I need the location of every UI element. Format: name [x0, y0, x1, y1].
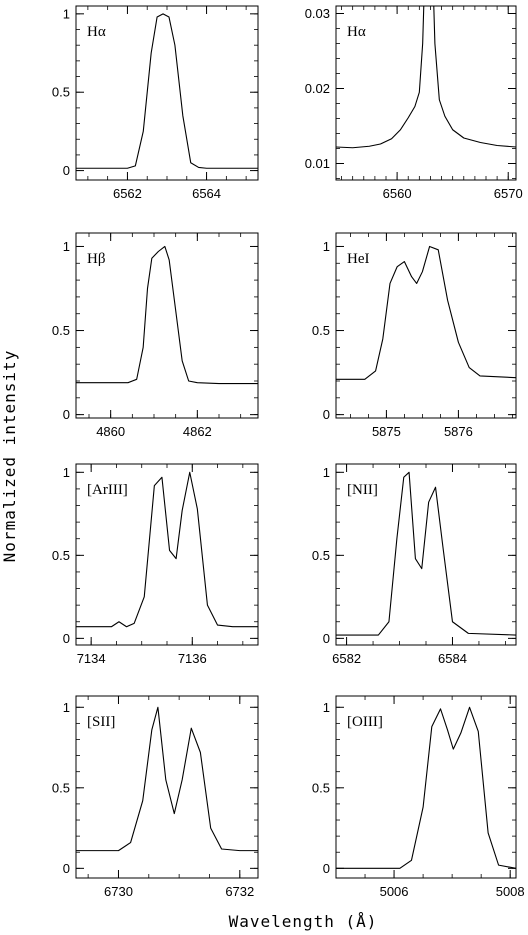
y-tick-label: 0.5: [52, 780, 70, 795]
panel-6: 6582 6584 0 0.5 1 [NII]: [312, 463, 517, 666]
y-tick-label: 0.01: [305, 156, 330, 171]
x-tick-label: 5008: [496, 884, 525, 899]
y-tick-label: 1: [63, 6, 70, 21]
figure-x-axis-label: Wavelength (Å): [229, 912, 378, 931]
y-tick-label: 1: [63, 239, 70, 254]
panel-label: Hα: [347, 24, 366, 40]
y-tick-label: 0: [323, 407, 330, 422]
x-tick-label: 4860: [96, 424, 125, 439]
x-tick-label: 6582: [332, 651, 361, 666]
y-tick-label: 0: [63, 861, 70, 876]
y-tick-label: 1: [63, 465, 70, 480]
y-tick-label: 0.5: [312, 780, 330, 795]
y-tick-label: 0.03: [305, 6, 330, 21]
panel-5: 7134 7136 0 0.5 1 [ArIII]: [52, 463, 259, 666]
spectrum-line: [336, 6, 516, 149]
y-tick-label: 0.5: [52, 548, 70, 563]
x-tick-label: 7136: [178, 651, 207, 666]
panel-7: 6730 6732 0 0.5 1 [SII]: [52, 695, 259, 899]
panel-2: 6560 6570 0.01 0.02 0.03 Hα: [305, 5, 523, 201]
panel-label: [SII]: [87, 714, 115, 730]
spectrum-line: [336, 245, 516, 380]
y-tick-label: 0: [323, 861, 330, 876]
y-tick-label: 0: [63, 631, 70, 646]
y-tick-label: 0.5: [52, 85, 70, 100]
x-tick-label: 6564: [192, 186, 221, 201]
x-tick-label: 6560: [383, 186, 412, 201]
spectrum-line: [336, 706, 516, 869]
y-tick-label: 0.5: [312, 323, 330, 338]
y-tick-label: 1: [323, 239, 330, 254]
x-tick-label: 6730: [104, 884, 133, 899]
panel-label: HeI: [347, 251, 370, 267]
panel-label: [OIII]: [347, 714, 383, 730]
spectrum-line: [76, 706, 258, 852]
spectrum-line: [76, 13, 258, 169]
panel-frame: [335, 695, 517, 879]
panel-label: [ArIII]: [87, 482, 128, 498]
y-tick-label: 1: [323, 465, 330, 480]
spectrum-line: [336, 471, 516, 636]
x-tick-label: 5876: [444, 424, 473, 439]
y-tick-label: 0.02: [305, 81, 330, 96]
x-tick-label: 6562: [113, 186, 142, 201]
x-tick-label: 4862: [183, 424, 212, 439]
x-tick-label: 5875: [372, 424, 401, 439]
panel-8: 5006 5008 0 0.5 1 [OIII]: [312, 695, 525, 899]
panel-frame: [335, 232, 517, 419]
x-tick-label: 6732: [225, 884, 254, 899]
y-tick-label: 0: [323, 631, 330, 646]
x-tick-label: 6584: [438, 651, 467, 666]
panel-label: Hα: [87, 24, 106, 40]
panel-label: [NII]: [347, 482, 378, 498]
panel-1: 6562 6564 0 0.5 1 Hα: [52, 5, 259, 201]
x-tick-label: 5006: [380, 884, 409, 899]
y-tick-label: 0.5: [52, 323, 70, 338]
spectrum-line: [76, 245, 258, 385]
y-tick-label: 1: [323, 700, 330, 715]
y-tick-label: 0: [63, 407, 70, 422]
x-tick-label: 7134: [77, 651, 106, 666]
panel-frame: [75, 232, 259, 419]
panel-3: 4860 4862 0 0.5 1 Hβ: [52, 232, 259, 439]
figure-y-axis-label: Normalized intensity: [0, 350, 19, 563]
panels-group: 6562 6564 0 0.5 1 Hα 6560 6570 0.01 0.02 0.03 Hα 486…: [52, 5, 525, 899]
panel-frame: [75, 695, 259, 879]
y-tick-label: 0: [63, 163, 70, 178]
panel-label: Hβ: [87, 251, 105, 267]
y-tick-label: 0.5: [312, 548, 330, 563]
x-tick-label: 6570: [494, 186, 523, 201]
y-tick-label: 1: [63, 700, 70, 715]
panel-4: 5875 5876 0 0.5 1 HeI: [312, 232, 517, 439]
spectrum-line: [76, 471, 258, 628]
